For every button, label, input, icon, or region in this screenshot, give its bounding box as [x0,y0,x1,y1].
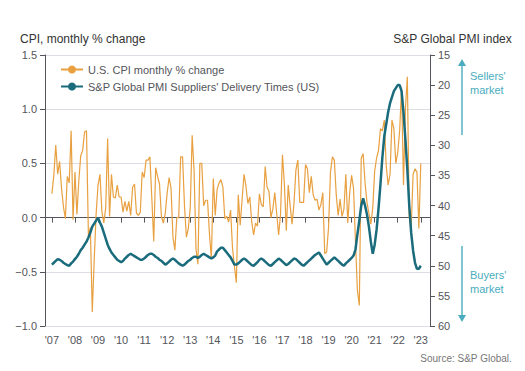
svg-text:'17: '17 [275,334,289,346]
svg-text:'13: '13 [183,334,197,346]
svg-text:−0.5: −0.5 [15,266,37,278]
svg-text:'20: '20 [344,334,358,346]
svg-text:U.S. CPI monthly % change: U.S. CPI monthly % change [88,64,224,76]
svg-text:'21: '21 [367,334,381,346]
svg-text:'08: '08 [68,334,82,346]
svg-text:60: 60 [438,320,450,332]
svg-text:1.5: 1.5 [22,49,37,61]
svg-text:'22: '22 [391,334,405,346]
svg-text:'11: '11 [137,334,151,346]
svg-text:market: market [470,283,504,295]
svg-text:0.5: 0.5 [22,157,37,169]
svg-text:40: 40 [438,200,450,212]
svg-text:50: 50 [438,260,450,272]
svg-text:'12: '12 [160,334,174,346]
svg-text:'10: '10 [114,334,128,346]
svg-text:−1.0: −1.0 [15,320,37,332]
svg-text:1.0: 1.0 [22,103,37,115]
svg-text:Buyers': Buyers' [470,269,506,281]
svg-text:Sellers': Sellers' [470,70,506,82]
svg-text:'23: '23 [414,334,428,346]
svg-text:'09: '09 [91,334,105,346]
svg-text:45: 45 [438,230,450,242]
svg-text:'16: '16 [252,334,266,346]
svg-text:'18: '18 [298,334,312,346]
svg-text:'19: '19 [321,334,335,346]
svg-text:Source: S&P Global.: Source: S&P Global. [420,353,512,364]
svg-text:35: 35 [438,169,450,181]
svg-text:S&P Global PMI Suppliers' Deli: S&P Global PMI Suppliers' Delivery Times… [88,81,319,93]
svg-text:market: market [470,84,504,96]
svg-text:30: 30 [438,139,450,151]
svg-text:0.0: 0.0 [22,212,37,224]
svg-text:CPI, monthly % change: CPI, monthly % change [20,32,146,46]
svg-text:20: 20 [438,79,450,91]
svg-text:'14: '14 [206,334,220,346]
svg-text:15: 15 [438,49,450,61]
svg-text:'15: '15 [229,334,243,346]
svg-text:55: 55 [438,290,450,302]
svg-text:S&P Global PMI index: S&P Global PMI index [393,32,512,46]
svg-text:'07: '07 [45,334,59,346]
svg-text:25: 25 [438,109,450,121]
